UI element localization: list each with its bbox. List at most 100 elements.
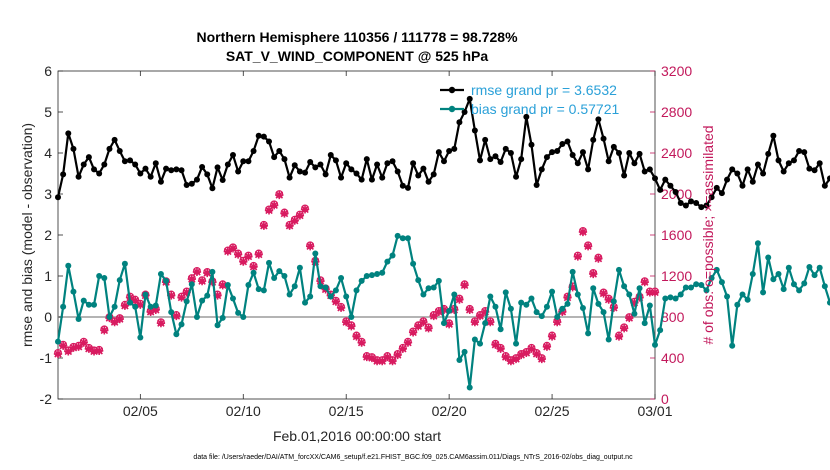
- obs-assimilated-point: [306, 242, 315, 251]
- y-right-tick-label: 3200: [661, 63, 692, 79]
- bias-point: [307, 293, 314, 300]
- obs-assimilated-point: [367, 353, 377, 363]
- rmse-point: [420, 165, 427, 172]
- bias-point: [765, 254, 772, 261]
- rmse-point: [229, 152, 236, 159]
- bias-point: [549, 288, 556, 295]
- bias-point: [332, 287, 339, 294]
- rmse-point: [384, 160, 391, 167]
- rmse-point: [497, 159, 504, 166]
- rmse-point: [302, 169, 309, 176]
- obs-assimilated-point: [254, 250, 263, 259]
- rmse-point: [590, 136, 597, 143]
- obs-assimilated-point: [583, 242, 593, 251]
- x-tick-label: 02/15: [329, 403, 364, 419]
- bias-point: [538, 313, 545, 320]
- obs-assimilated-point: [594, 254, 603, 263]
- bias-point: [399, 235, 406, 242]
- rmse-point: [214, 164, 221, 171]
- x-tick-label: 02/10: [226, 403, 261, 419]
- bias-point: [461, 348, 468, 355]
- bias-point: [163, 277, 170, 284]
- rmse-point: [255, 132, 262, 139]
- obs-assimilated-point: [645, 288, 655, 297]
- obs-assimilated-point: [455, 295, 464, 304]
- obs-assimilated-point: [203, 268, 212, 278]
- rmse-point: [348, 166, 355, 173]
- rmse-point: [492, 153, 499, 160]
- obs-assimilated-point: [69, 343, 78, 352]
- y-right-tick-label: 1600: [661, 227, 692, 243]
- bias-point: [204, 292, 211, 299]
- bias-point: [178, 321, 185, 328]
- rmse-point: [574, 160, 581, 167]
- bias-point: [317, 283, 324, 290]
- rmse-point: [806, 165, 813, 172]
- bias-point: [85, 301, 92, 308]
- bias-point: [615, 266, 622, 273]
- bias-point: [286, 291, 293, 298]
- rmse-point: [523, 113, 530, 120]
- bias-point: [775, 270, 782, 277]
- bias-point: [394, 232, 401, 239]
- bias-point: [281, 273, 288, 279]
- obs-assimilated-point: [187, 274, 196, 284]
- bias-point: [96, 273, 103, 279]
- bias-point: [435, 277, 442, 284]
- bias-point: [806, 263, 813, 270]
- legend-bias-label: bias grand pr = 0.57721: [471, 101, 619, 117]
- rmse-point: [75, 173, 82, 180]
- bias-point: [518, 299, 525, 306]
- x-tick-label: 02/05: [123, 403, 158, 419]
- bias-point: [240, 314, 247, 320]
- bias-point: [193, 314, 200, 320]
- obs-assimilated-point: [450, 305, 459, 314]
- rmse-point: [610, 143, 617, 150]
- rmse-point: [554, 147, 561, 154]
- bias-point: [677, 291, 684, 298]
- rmse-point: [132, 161, 139, 168]
- bias-point: [466, 384, 473, 391]
- rmse-point: [826, 175, 830, 182]
- bias-point: [631, 310, 638, 317]
- bias-point: [693, 281, 700, 288]
- rmse-point: [332, 157, 339, 164]
- rmse-point: [600, 135, 607, 142]
- obs-assimilated-point: [136, 300, 145, 309]
- rmse-point: [137, 170, 144, 177]
- obs-assimilated-point: [568, 283, 577, 292]
- obs-assimilated-point: [403, 338, 413, 347]
- obs-assimilated-point: [295, 211, 305, 220]
- bias-point: [451, 291, 458, 298]
- obs-assimilated-point: [419, 317, 428, 327]
- obs-assimilated-point: [378, 356, 387, 366]
- bias-point: [384, 258, 391, 265]
- bias-point: [749, 270, 756, 277]
- rmse-point: [672, 188, 679, 195]
- rmse-point: [250, 147, 257, 154]
- bias-point: [739, 291, 746, 298]
- rmse-point: [353, 170, 360, 177]
- y-right-tick-label: 2400: [661, 145, 692, 161]
- rmse-point: [708, 194, 715, 201]
- rmse-point: [775, 157, 782, 164]
- bias-point: [302, 299, 309, 306]
- y-tick-label: 2: [44, 227, 52, 243]
- bias-point: [343, 293, 350, 300]
- y-right-tick-label: 0: [661, 391, 669, 407]
- rmse-point: [513, 173, 520, 180]
- bias-point: [718, 279, 725, 286]
- rmse-point: [91, 166, 98, 173]
- bias-point: [296, 264, 303, 271]
- rmse-point: [482, 136, 489, 143]
- obs-assimilated-point: [470, 317, 480, 327]
- rmse-point: [636, 150, 643, 157]
- rmse-point: [796, 147, 803, 154]
- rmse-point: [518, 156, 525, 163]
- bias-point: [657, 327, 664, 334]
- rmse-point: [538, 166, 545, 173]
- rmse-point: [718, 190, 725, 197]
- obs-assimilated-point: [172, 311, 181, 321]
- bias-point: [605, 336, 612, 343]
- bias-point: [554, 314, 561, 320]
